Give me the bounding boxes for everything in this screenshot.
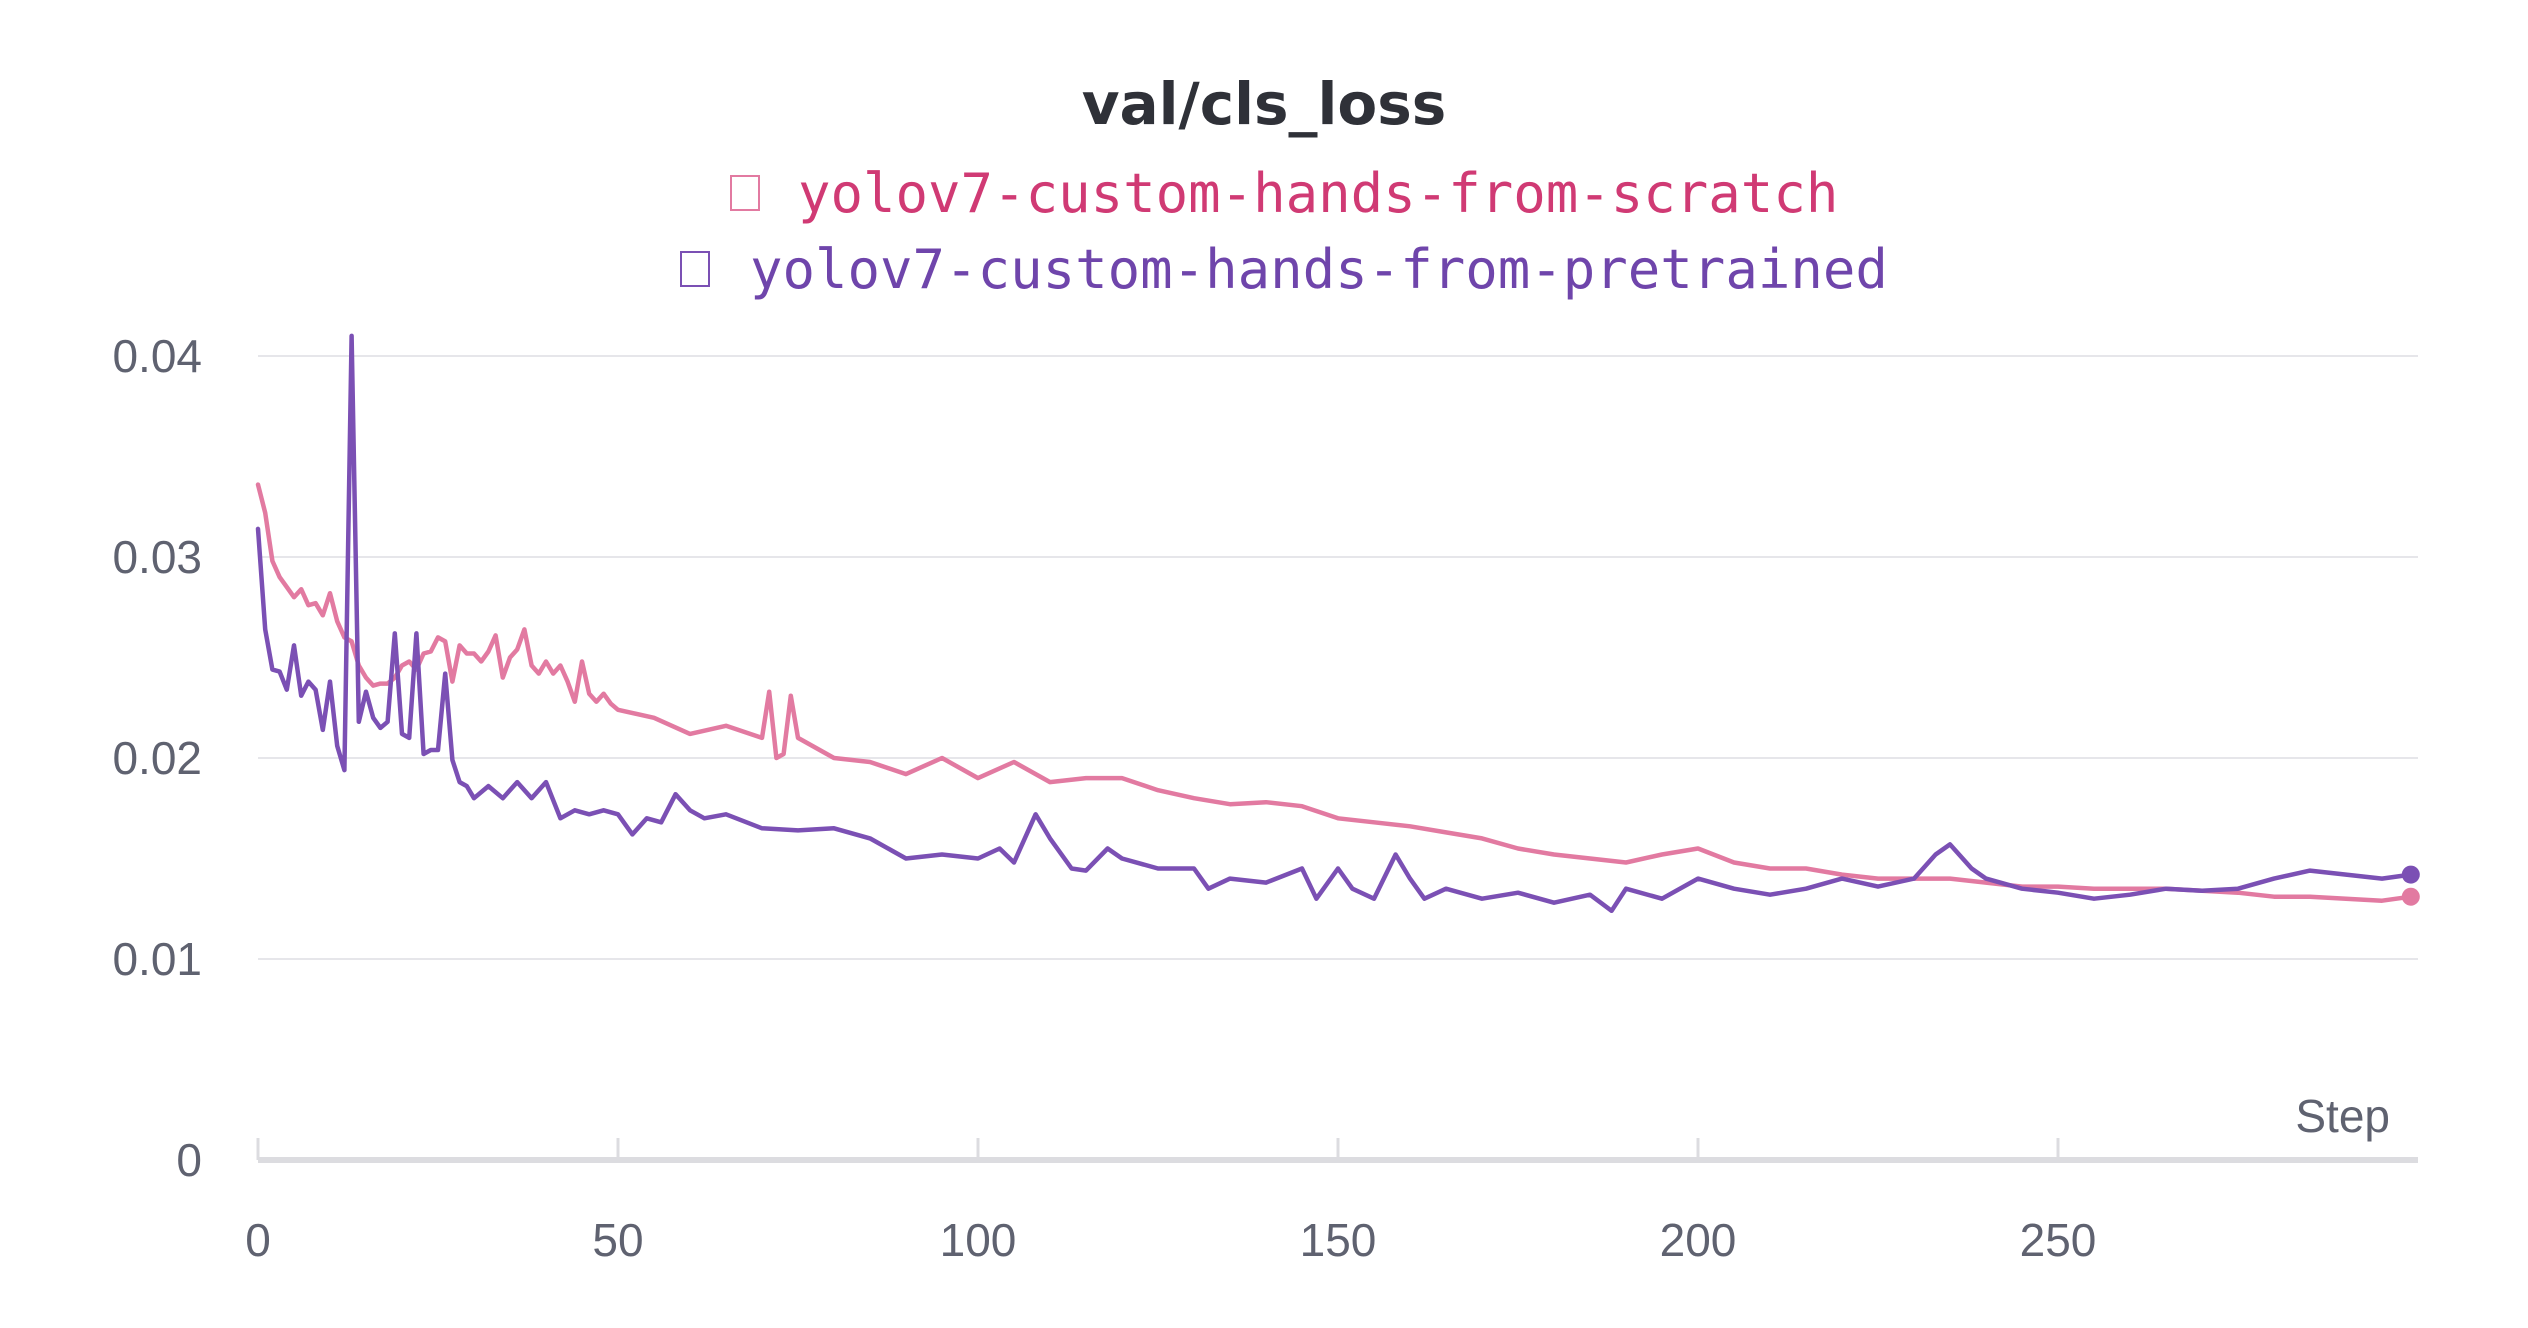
legend-swatch-pretrained <box>680 251 710 287</box>
x-tick-label: 150 <box>1300 1214 1377 1266</box>
x-tick-label: 0 <box>245 1214 271 1266</box>
x-tick-label: 250 <box>2020 1214 2097 1266</box>
grid-lines <box>258 355 2418 960</box>
y-tick-label: 0.03 <box>112 531 202 583</box>
chart-title: val/cls_loss <box>1082 70 1447 138</box>
y-tick-label: 0.02 <box>112 732 202 784</box>
y-tick-label: 0.04 <box>112 330 202 382</box>
legend-item-scratch[interactable]: yolov7-custom-hands-from-scratch <box>730 162 1838 225</box>
legend-swatch-scratch <box>730 175 760 211</box>
series-layer <box>255 333 2420 914</box>
legend-label-scratch: yolov7-custom-hands-from-scratch <box>798 162 1838 225</box>
legend: yolov7-custom-hands-from-scratch yolov7-… <box>680 162 1888 301</box>
legend-label-pretrained: yolov7-custom-hands-from-pretrained <box>750 238 1888 301</box>
series-line-1[interactable] <box>255 333 2414 914</box>
series-end-point-0 <box>2401 887 2420 906</box>
y-tick-label: 0 <box>176 1134 202 1186</box>
y-axis: 0 0.01 0.02 0.03 0.04 <box>112 330 202 1186</box>
series-line-0[interactable] <box>255 482 2414 903</box>
legend-item-pretrained[interactable]: yolov7-custom-hands-from-pretrained <box>680 238 1888 301</box>
y-tick-label: 0.01 <box>112 933 202 985</box>
x-axis: 0 50 100 150 200 250 <box>245 1138 2418 1266</box>
series-end-point-1 <box>2401 865 2420 884</box>
x-axis-title: Step <box>2295 1090 2390 1142</box>
x-tick-label: 50 <box>592 1214 643 1266</box>
x-tick-label: 200 <box>1660 1214 1737 1266</box>
x-tick-label: 100 <box>940 1214 1017 1266</box>
